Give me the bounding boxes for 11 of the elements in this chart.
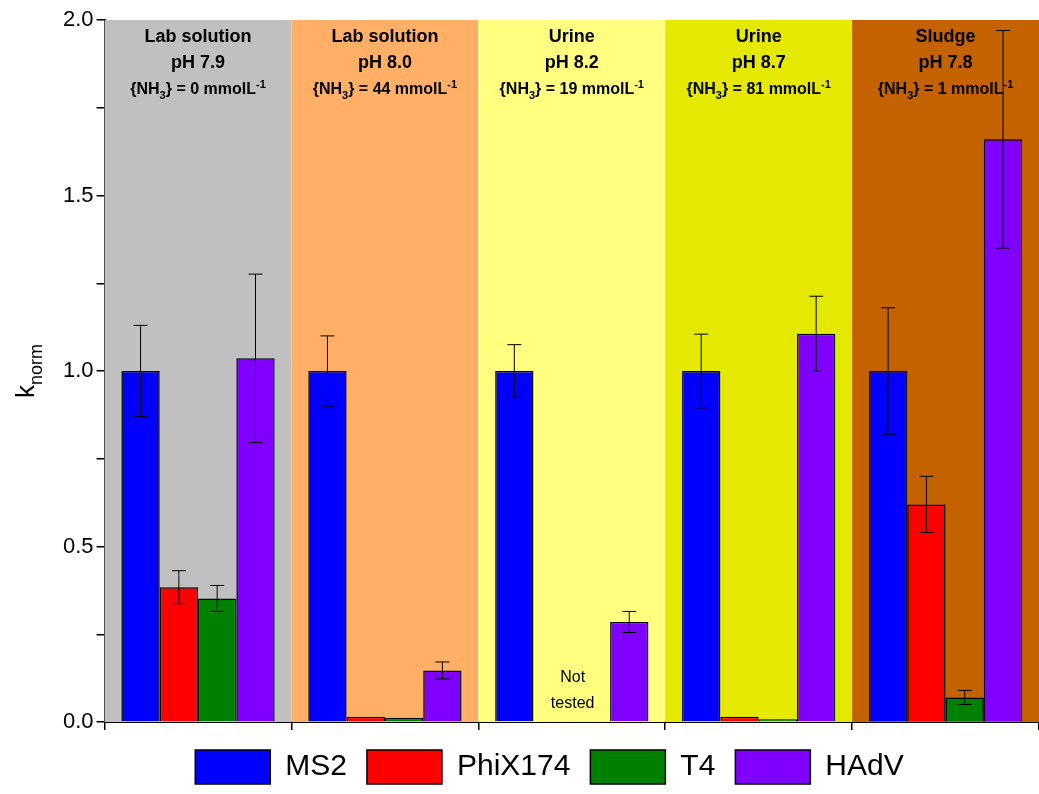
y-tick-label: 0.5 (62, 532, 94, 558)
legend-label: T4 (680, 748, 716, 782)
y-tick-label: 1.5 (62, 181, 94, 207)
legend-label: PhiX174 (456, 748, 571, 782)
y-axis-title: knorm (10, 343, 46, 398)
y-tick-label: 0.0 (62, 708, 94, 734)
y-tick-label: 1.0 (62, 357, 94, 383)
legend-label: MS2 (285, 748, 347, 782)
y-tick-label: 2.0 (62, 6, 94, 32)
legend-label: HAdV (825, 748, 904, 782)
text: Not tested (550, 668, 595, 711)
